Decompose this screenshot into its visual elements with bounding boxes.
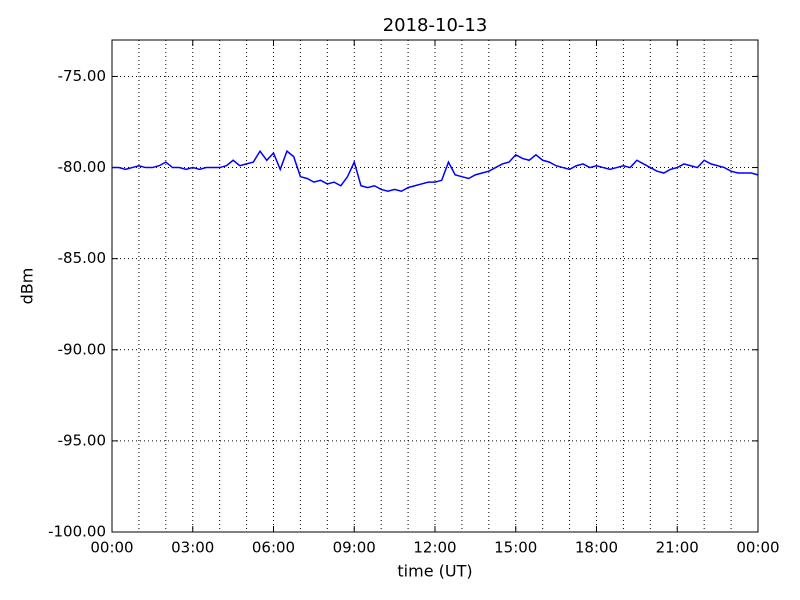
- y-tick-label: -80.00: [58, 158, 106, 176]
- x-tick-label: 18:00: [575, 539, 618, 557]
- y-axis-label: dBm: [18, 268, 37, 305]
- y-tick-label: -85.00: [58, 249, 106, 267]
- plot-frame: [111, 39, 759, 533]
- x-tick-label: 00:00: [90, 539, 133, 557]
- y-tick-label: -100.00: [48, 523, 106, 541]
- y-tick-label: -75.00: [58, 67, 106, 85]
- x-tick-label: 21:00: [656, 539, 699, 557]
- y-tick-label: -90.00: [58, 340, 106, 358]
- y-tick-label: -95.00: [58, 431, 106, 449]
- x-tick-label: 12:00: [413, 539, 456, 557]
- x-tick-label: 15:00: [494, 539, 537, 557]
- x-tick-label: 00:00: [736, 539, 779, 557]
- x-tick-label: 03:00: [171, 539, 214, 557]
- x-tick-label: 09:00: [333, 539, 376, 557]
- chart-title: 2018-10-13: [383, 15, 488, 36]
- data-line: [112, 149, 759, 193]
- x-axis-label: time (UT): [397, 562, 472, 581]
- x-tick-label: 06:00: [252, 539, 295, 557]
